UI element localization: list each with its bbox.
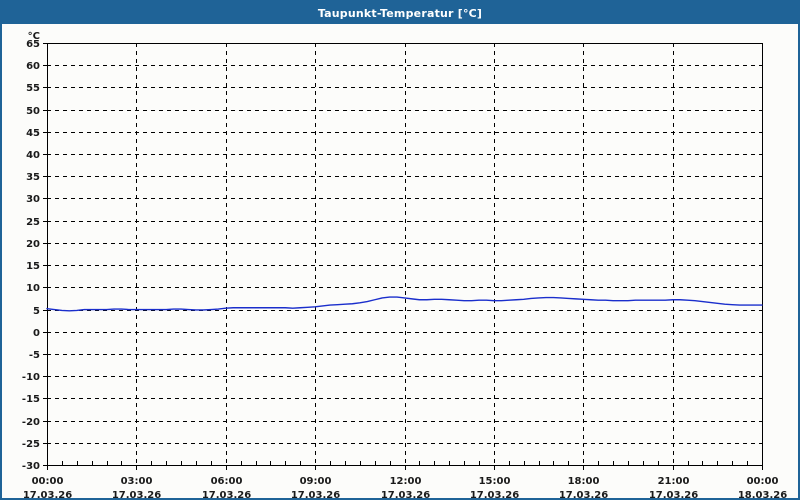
x-tick-label-date: 17.03.26 xyxy=(470,490,519,498)
y-tick-label: 20 xyxy=(26,239,40,250)
y-tick-label: 10 xyxy=(26,283,40,294)
y-tick-label: 55 xyxy=(26,83,40,94)
series-line-0 xyxy=(46,296,763,312)
x-tick-label-date: 17.03.26 xyxy=(202,490,251,498)
y-tick-label: -5 xyxy=(29,350,40,361)
y-tick-label: 5 xyxy=(33,306,40,317)
y-tick-label: 40 xyxy=(26,150,40,161)
x-tick-label-time: 09:00 xyxy=(300,476,332,487)
window-title-bar: Taupunkt-Temperatur [°C] xyxy=(2,2,798,24)
y-tick-label: 0 xyxy=(33,328,40,339)
y-tick-label: 15 xyxy=(26,261,40,272)
x-tick-label-time: 15:00 xyxy=(479,476,511,487)
y-tick-label: -25 xyxy=(22,439,40,450)
y-tick-label: 35 xyxy=(26,172,40,183)
x-tick-label-time: 18:00 xyxy=(568,476,600,487)
x-tick-label-date: 17.03.26 xyxy=(649,490,698,498)
x-tick-label-time: 00:00 xyxy=(32,476,64,487)
grid-vertical xyxy=(136,43,674,465)
y-tick-label: -20 xyxy=(22,417,40,428)
y-tick-label: 65 xyxy=(26,39,40,50)
y-tick-label: 25 xyxy=(26,217,40,228)
x-tick-label-date: 17.03.26 xyxy=(381,490,430,498)
x-tick-label-date: 17.03.26 xyxy=(291,490,340,498)
x-tick-label-time: 06:00 xyxy=(211,476,243,487)
y-axis-labels: 65605550454035302520151050-5-10-15-20-25… xyxy=(22,39,40,472)
plot-frame xyxy=(46,42,764,467)
x-tick-label-time: 21:00 xyxy=(658,476,690,487)
y-axis-ticks xyxy=(43,43,47,466)
x-tick-label-time: 03:00 xyxy=(121,476,153,487)
y-tick-label: -10 xyxy=(22,372,40,383)
y-axis-unit-label: °C xyxy=(28,31,40,42)
x-tick-label-date: 18.03.26 xyxy=(738,490,787,498)
grid-horizontal xyxy=(47,43,762,444)
y-tick-label: 60 xyxy=(26,61,40,72)
x-tick-label-date: 17.03.26 xyxy=(559,490,608,498)
y-tick-label: 30 xyxy=(26,194,40,205)
x-tick-label-date: 17.03.26 xyxy=(112,490,161,498)
data-series-group xyxy=(46,296,763,312)
y-tick-label: 45 xyxy=(26,128,40,139)
x-tick-label-date: 17.03.26 xyxy=(23,490,72,498)
page-title: Taupunkt-Temperatur [°C] xyxy=(317,6,483,20)
y-tick-label: 50 xyxy=(26,106,40,117)
y-tick-label: -30 xyxy=(22,461,40,472)
plot-container: 65 60 55 50 45 40 35 30 25 20 15 10 5 0 -5 -10 -15 -20 -25… xyxy=(2,24,798,498)
line-chart: 65605550454035302520151050-5-10-15-20-25… xyxy=(22,31,787,498)
y-tick-label: -15 xyxy=(22,394,40,405)
x-axis-labels: 00:00 17.03.26 03:00 17.03.26 06:00 17.03.26 0… xyxy=(23,476,787,498)
x-tick-label-time: 00:00 xyxy=(747,476,779,487)
x-tick-label-time: 12:00 xyxy=(390,476,422,487)
